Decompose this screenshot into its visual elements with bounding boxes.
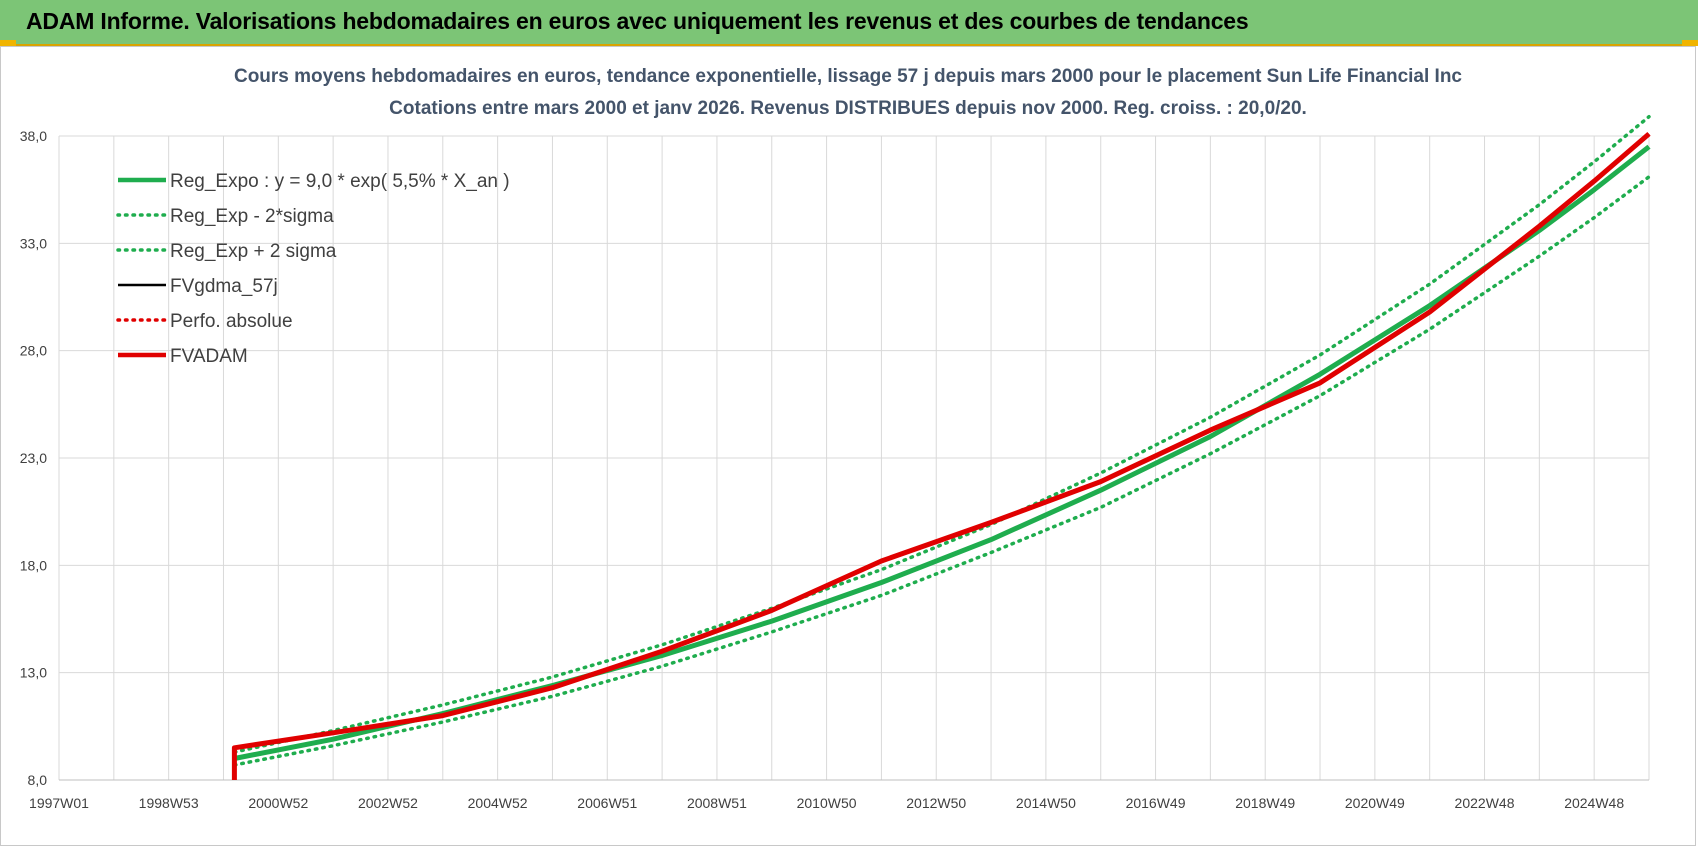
line-chart: Cours moyens hebdomadaires en euros, ten… [20,66,1651,811]
x-tick-label: 1998W53 [139,795,199,811]
series-line-2 [232,114,1651,754]
legend-label: Reg_Exp - 2*sigma [170,206,334,227]
x-tick-label: 2006W51 [577,795,637,811]
x-tick-label: 2000W52 [248,795,308,811]
chart-title: Cours moyens hebdomadaires en euros, ten… [234,66,1462,87]
series-line-0 [233,144,1651,761]
chart-axes: 8,0 13,0 18,0 23,0 28,0 33,0 38,0 1997W01 1998W5… [20,128,1649,811]
y-tick-label: 23,0 [20,450,47,466]
corner-accent-left [0,40,16,46]
chart-grid [58,135,1650,781]
x-tick-label: 2018W49 [1235,795,1295,811]
chart-subtitle: Cotations entre mars 2000 et janv 2026. … [389,98,1307,119]
series-line-5 [231,132,1651,780]
x-tick-label: 2016W49 [1126,795,1186,811]
x-tick-label: 2020W49 [1345,795,1405,811]
series-line-4 [232,132,1651,750]
legend-label: FVADAM [170,346,248,367]
x-tick-label: 2010W50 [797,795,857,811]
legend-label: Reg_Exp + 2 sigma [170,241,337,262]
x-tick-label: 2014W50 [1016,795,1076,811]
chart-frame [0,46,1696,846]
x-tick-label: 2012W50 [906,795,966,811]
report-header: ADAM Informe. Valorisations hebdomadaire… [0,0,1698,46]
x-tick-label: 2008W51 [687,795,747,811]
report-title: ADAM Informe. Valorisations hebdomadaire… [26,8,1249,34]
x-tick-label: 2002W52 [358,795,418,811]
corner-accent-right [1682,40,1698,46]
legend-label: FVgdma_57j [170,276,278,297]
legend-label: Perfo. absolue [170,311,293,332]
chart-series [231,114,1651,780]
x-tick-label: 2022W48 [1455,795,1515,811]
y-tick-label: 38,0 [20,128,47,144]
y-tick-label: 13,0 [20,665,47,681]
y-tick-label: 18,0 [20,557,47,573]
series-line-1 [232,175,1651,767]
y-tick-label: 8,0 [28,772,48,788]
legend-label: Reg_Expo : y = 9,0 * exp( 5,5% * X_an ) [170,171,510,192]
y-tick-label: 33,0 [20,235,47,251]
x-tick-label: 2004W52 [468,795,528,811]
x-tick-label: 1997W01 [29,795,89,811]
y-tick-label: 28,0 [20,343,47,359]
series-line-3 [233,132,1650,780]
chart-legend: Reg_Expo : y = 9,0 * exp( 5,5% * X_an ) R… [116,171,510,367]
x-tick-label: 2024W48 [1564,795,1624,811]
